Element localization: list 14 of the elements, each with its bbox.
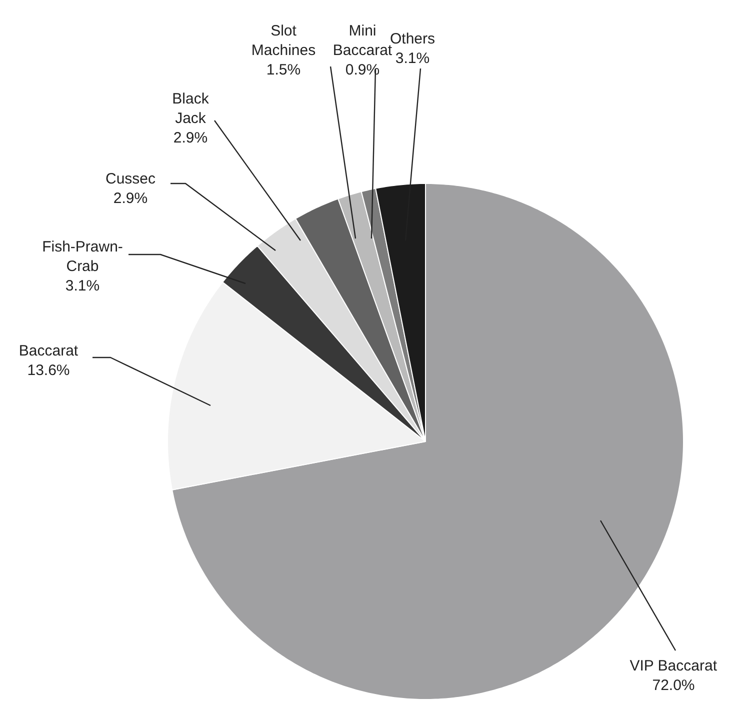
data-label: 0.9% xyxy=(345,62,380,79)
data-label: 13.6% xyxy=(27,362,70,380)
data-label: 1.5% xyxy=(266,62,301,79)
data-label: 2.9% xyxy=(173,130,208,147)
data-label: 3.1% xyxy=(395,50,430,68)
slice-label: Fish-Prawn- Crab xyxy=(42,238,123,276)
slice-label: Black Jack xyxy=(172,90,210,128)
data-label: 72.0% xyxy=(652,677,695,694)
data-label: 2.9% xyxy=(113,190,148,208)
slice-label: Slot Machines xyxy=(251,22,316,60)
slice-label: Baccarat xyxy=(18,342,79,360)
data-label: 3.1% xyxy=(65,278,100,295)
slice-label: VIP Baccarat xyxy=(630,658,718,674)
slice-label: Cussec xyxy=(105,170,156,188)
